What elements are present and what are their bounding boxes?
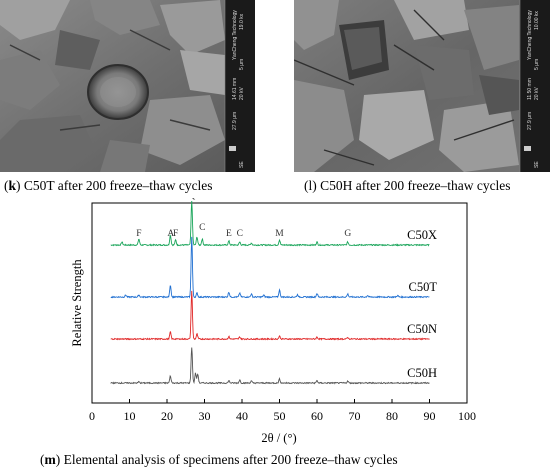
sem-info-k-2: 5 μm [239, 59, 245, 70]
caption-l-letter: l [308, 178, 313, 193]
sem-info-l-5: 27.9 μm [527, 112, 533, 130]
sem-info-l-6: SE [534, 161, 540, 168]
peak-label: C [237, 229, 243, 239]
series-line-c50n [110, 290, 430, 341]
sem-logo-icon [229, 146, 236, 151]
x-tick-label: 70 [349, 409, 361, 423]
sem-info-k-6: SE [239, 161, 245, 168]
sem-info-l-3: 11.50 mm [527, 78, 533, 100]
x-tick-label: 10 [124, 409, 136, 423]
sem-micrograph-l: 10.00 kx YanCheng Technology 5 μm 11.50 … [294, 0, 550, 172]
series-line-c50h [110, 347, 430, 385]
caption-k-text: C50T after 200 freeze–thaw cycles [20, 178, 213, 193]
peak-label: M [275, 229, 284, 239]
sem-info-k-0: 19.0 kx [239, 13, 245, 30]
x-tick-label: 60 [311, 409, 323, 423]
peak-label: Q [188, 198, 195, 201]
peak-label: C [199, 223, 205, 233]
x-tick-label: 20 [161, 409, 173, 423]
peak-label: F [136, 229, 141, 239]
x-tick-label: 0 [89, 409, 95, 423]
sem-logo-icon [524, 146, 531, 151]
series-label-c50t: C50T [409, 280, 438, 294]
x-tick-label: 30 [199, 409, 211, 423]
peak-label: G [344, 229, 351, 239]
peak-label: E [226, 229, 232, 239]
x-tick-label: 90 [424, 409, 436, 423]
x-tick-label: 100 [458, 409, 476, 423]
peak-label: A [167, 229, 174, 239]
series-label-c50h: C50H [407, 366, 437, 380]
sem-info-l-4: 20 kV [534, 87, 540, 100]
series-layer: C50X C50T C50N C50H [110, 201, 438, 385]
x-axis-ticks: 0 10 20 30 40 50 60 70 80 90 100 [89, 399, 476, 423]
x-tick-label: 40 [236, 409, 248, 423]
series-label-c50x: C50X [407, 228, 437, 242]
caption-k-letter: k [8, 178, 17, 193]
sem-image-c50t: 19.0 kx YanCheng Technology 5 μm 14.61 m… [0, 0, 255, 172]
peak-label-layer: FAFQCECMG [136, 198, 351, 239]
sem-info-k-4: 20 kV [239, 87, 245, 100]
peak-label: F [173, 229, 178, 239]
sem-info-k-5: 27.9 μm [232, 112, 238, 130]
sem-info-k-1: YanCheng Technology [232, 10, 238, 60]
y-axis-title: Relative Strength [70, 259, 84, 347]
caption-l-text: C50H after 200 freeze–thaw cycles [316, 178, 511, 193]
caption-k: (k) C50T after 200 freeze–thaw cycles [4, 178, 213, 193]
series-line-c50t [110, 236, 430, 299]
sem-info-l-0: 10.00 kx [534, 11, 540, 30]
sem-info-k-3: 14.61 mm [232, 78, 238, 100]
caption-m-text: Elemental analysis of specimens after 20… [60, 452, 398, 467]
caption-m-letter: m [44, 452, 56, 467]
caption-l: (l) C50H after 200 freeze–thaw cycles [304, 178, 511, 193]
series-label-c50n: C50N [407, 322, 437, 336]
sem-info-l-2: 5 μm [534, 59, 540, 70]
series-line-c50x [110, 201, 430, 247]
sem-image-c50h: 10.00 kx YanCheng Technology 5 μm 11.50 … [294, 0, 550, 172]
x-tick-label: 50 [274, 409, 286, 423]
sem-micrograph-k: 19.0 kx YanCheng Technology 5 μm 14.61 m… [0, 0, 255, 172]
caption-m: (m) Elemental analysis of specimens afte… [40, 452, 398, 467]
x-tick-label: 80 [386, 409, 398, 423]
sem-info-l-1: YanCheng Technology [527, 10, 533, 60]
x-axis-title: 2θ / (°) [261, 431, 296, 445]
